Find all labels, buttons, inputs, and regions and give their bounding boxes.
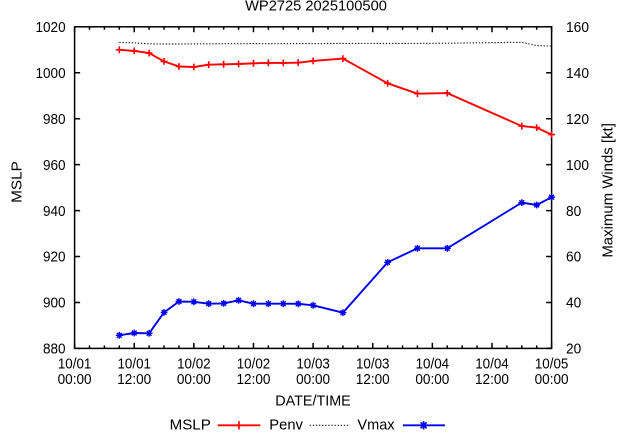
svg-text:Maximum Winds [kt]: Maximum Winds [kt] <box>601 123 617 258</box>
svg-text:12:00: 12:00 <box>356 372 390 388</box>
svg-text:00:00: 00:00 <box>415 372 449 388</box>
svg-text:140: 140 <box>566 66 589 82</box>
svg-text:10/03: 10/03 <box>296 356 330 372</box>
svg-text:DATE/TIME: DATE/TIME <box>275 393 351 409</box>
svg-text:980: 980 <box>43 112 66 128</box>
svg-text:Penv: Penv <box>269 417 303 432</box>
svg-text:1000: 1000 <box>36 66 66 82</box>
svg-text:12:00: 12:00 <box>475 372 509 388</box>
svg-text:80: 80 <box>566 204 581 220</box>
svg-text:40: 40 <box>566 296 581 312</box>
svg-text:10/01: 10/01 <box>117 356 151 372</box>
svg-text:960: 960 <box>43 158 66 174</box>
svg-text:10/03: 10/03 <box>356 356 390 372</box>
svg-text:10/02: 10/02 <box>237 356 271 372</box>
svg-text:160: 160 <box>566 20 589 36</box>
svg-text:920: 920 <box>43 250 66 266</box>
svg-text:880: 880 <box>43 342 66 358</box>
svg-text:00:00: 00:00 <box>535 372 569 388</box>
svg-text:900: 900 <box>43 296 66 312</box>
svg-text:WP2725 2025100500: WP2725 2025100500 <box>245 0 387 15</box>
svg-text:12:00: 12:00 <box>117 372 151 388</box>
svg-text:MSLP: MSLP <box>10 161 26 203</box>
svg-text:120: 120 <box>566 112 589 128</box>
svg-text:940: 940 <box>43 204 66 220</box>
svg-text:20: 20 <box>566 342 581 358</box>
svg-text:60: 60 <box>566 250 581 266</box>
svg-text:Vmax: Vmax <box>357 417 395 432</box>
svg-text:10/01: 10/01 <box>58 356 92 372</box>
svg-text:10/05: 10/05 <box>535 356 569 372</box>
svg-text:100: 100 <box>566 158 589 174</box>
svg-text:12:00: 12:00 <box>236 372 270 388</box>
svg-text:00:00: 00:00 <box>296 372 330 388</box>
svg-text:MSLP: MSLP <box>170 417 211 432</box>
svg-text:00:00: 00:00 <box>177 372 211 388</box>
svg-text:1020: 1020 <box>36 20 66 36</box>
svg-text:10/04: 10/04 <box>475 356 509 372</box>
svg-text:10/02: 10/02 <box>177 356 211 372</box>
svg-text:00:00: 00:00 <box>58 372 92 388</box>
svg-text:10/04: 10/04 <box>416 356 450 372</box>
